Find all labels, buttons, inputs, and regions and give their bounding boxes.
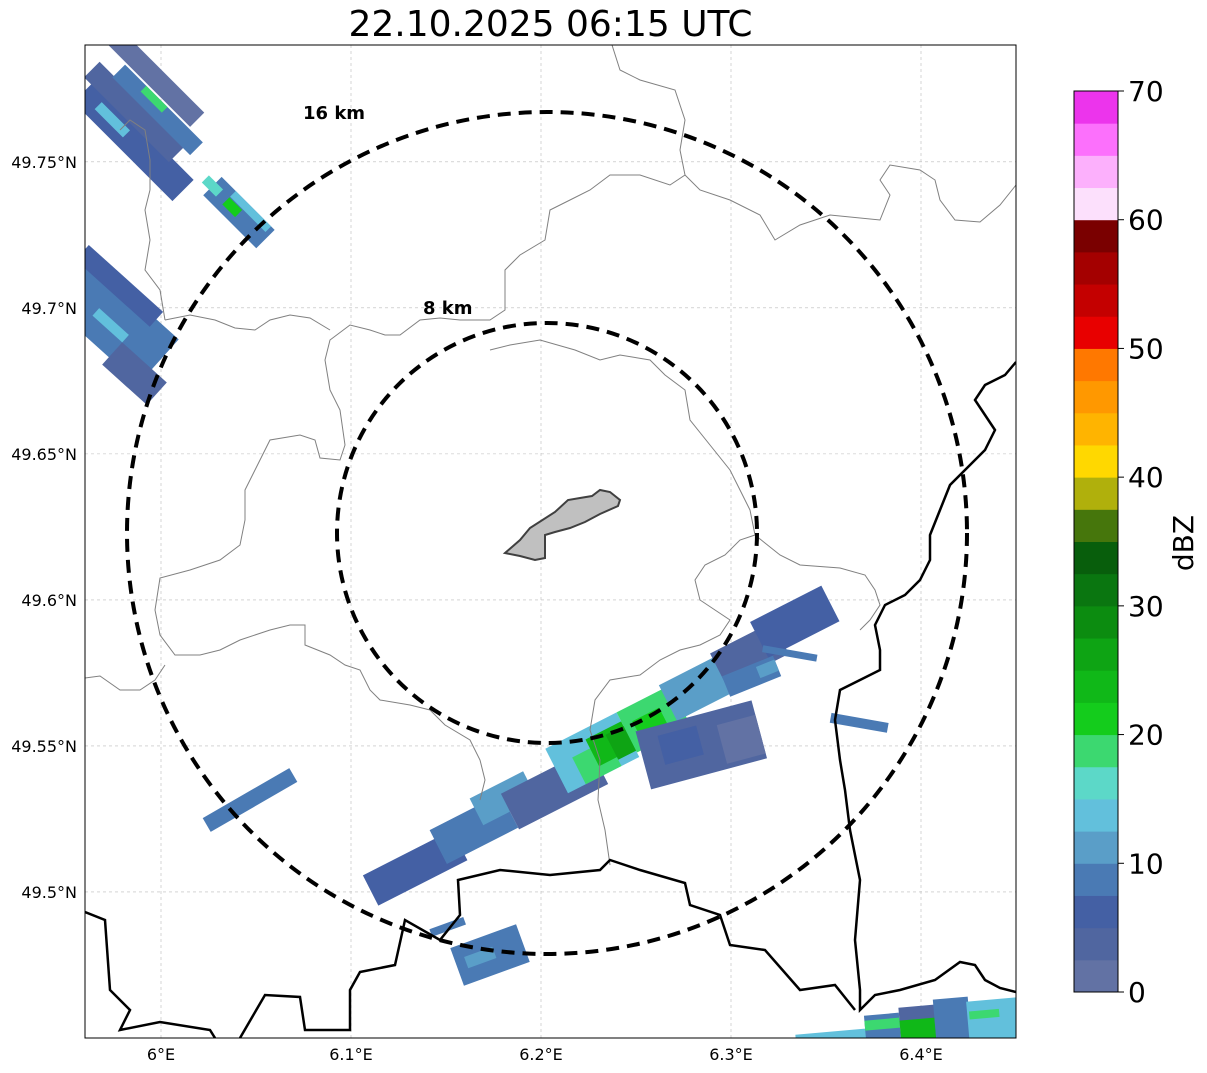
lon-tick-label: 6.4°E (899, 1045, 943, 1064)
lat-tick-label: 49.5°N (21, 883, 77, 902)
echo-streak-e1 (762, 645, 818, 662)
range-rings (125, 110, 969, 956)
colorbar-frame (1073, 90, 1119, 993)
radar-echoes (85, 45, 1016, 1038)
lon-tick-label: 6°E (147, 1045, 175, 1064)
colorbar-tick-label: 0 (1128, 976, 1146, 1009)
colorbar-swatch (1074, 863, 1118, 896)
echo-cluster-nw-top (85, 45, 205, 202)
axis-labels: 6°E 6.1°E 6.2°E 6.3°E 6.4°E 49.75°N 49.7°N 49.6… (11, 153, 943, 1064)
map-frame (84, 44, 1017, 1039)
colorbar-swatch (1074, 380, 1118, 414)
colorbar: 0 10 20 30 40 50 60 70 dBZ (1073, 75, 1200, 1009)
colorbar-swatch (1074, 702, 1118, 736)
echo-band-east (635, 700, 768, 790)
colorbar-swatch (1074, 670, 1118, 703)
lon-tick-label: 6.2°E (519, 1045, 563, 1064)
colorbar-tick-label: 40 (1128, 461, 1164, 494)
echo-streak-south (429, 916, 466, 937)
colorbar-swatch (1074, 219, 1118, 253)
map-title: 22.10.2025 06:15 UTC (348, 4, 753, 45)
colorbar-tick-label: 50 (1128, 332, 1164, 365)
admin-boundaries (85, 45, 1016, 866)
lat-tick-label: 49.75°N (11, 153, 77, 172)
echo-cluster-nw-mid (85, 244, 179, 405)
range-ring-label-8km: 8 km (423, 298, 473, 319)
gridlines (85, 45, 1016, 1038)
colorbar-swatch (1074, 766, 1118, 800)
echo-patch-south (450, 924, 530, 986)
lat-tick-label: 49.6°N (21, 591, 77, 610)
lat-tick-label: 49.65°N (11, 445, 77, 464)
lat-tick-label: 49.55°N (11, 737, 77, 756)
colorbar-swatch (1074, 123, 1118, 156)
colorbar-swatch (1074, 444, 1118, 478)
echo-streak-e2 (829, 712, 889, 733)
colorbar-swatch (1074, 284, 1118, 317)
lat-tick-label: 49.7°N (21, 299, 77, 318)
colorbar-swatch (1074, 638, 1118, 671)
colorbar-swatch (1074, 734, 1118, 768)
lon-tick-label: 6.3°E (709, 1045, 753, 1064)
colorbar-swatch (1074, 187, 1118, 221)
colorbar-swatch (1074, 927, 1118, 961)
colorbar-swatch (1074, 412, 1118, 446)
colorbar-swatch (1074, 798, 1118, 832)
colorbar-swatch (1074, 316, 1118, 349)
colorbar-swatch (1074, 831, 1118, 864)
colorbar-swatch (1074, 573, 1118, 607)
colorbar-swatch (1074, 348, 1118, 382)
colorbar-tick-label: 70 (1128, 75, 1164, 108)
range-ring-label-16km: 16 km (303, 103, 365, 124)
colorbar-swatch (1074, 155, 1118, 189)
colorbar-unit: dBZ (1167, 515, 1200, 571)
colorbar-swatch (1074, 895, 1118, 929)
colorbar-tick-label: 30 (1128, 590, 1164, 623)
colorbar-swatch (1074, 541, 1118, 575)
range-ring-8km (335, 321, 759, 745)
echo-patch-east (721, 655, 782, 697)
colorbar-tick-label: 20 (1128, 719, 1164, 752)
colorbar-swatch (1074, 91, 1118, 124)
colorbar-tick-label: 10 (1128, 847, 1164, 880)
colorbar-tick-label: 60 (1128, 204, 1164, 237)
colorbar-swatch (1074, 509, 1118, 542)
echo-streak-sw (202, 768, 298, 832)
national-border (85, 361, 1016, 1038)
colorbar-swatch (1074, 477, 1118, 510)
colorbar-swatch (1074, 605, 1118, 639)
echo-cluster-se (795, 996, 1016, 1038)
colorbar-swatch (1074, 959, 1118, 993)
lon-tick-label: 6.1°E (329, 1045, 373, 1064)
colorbar-swatches (1074, 91, 1118, 993)
colorbar-swatch (1074, 251, 1118, 285)
colorbar-ticks: 0 10 20 30 40 50 60 70 (1118, 75, 1164, 1009)
range-ring-16km (125, 110, 969, 956)
urban-area (502, 488, 622, 562)
